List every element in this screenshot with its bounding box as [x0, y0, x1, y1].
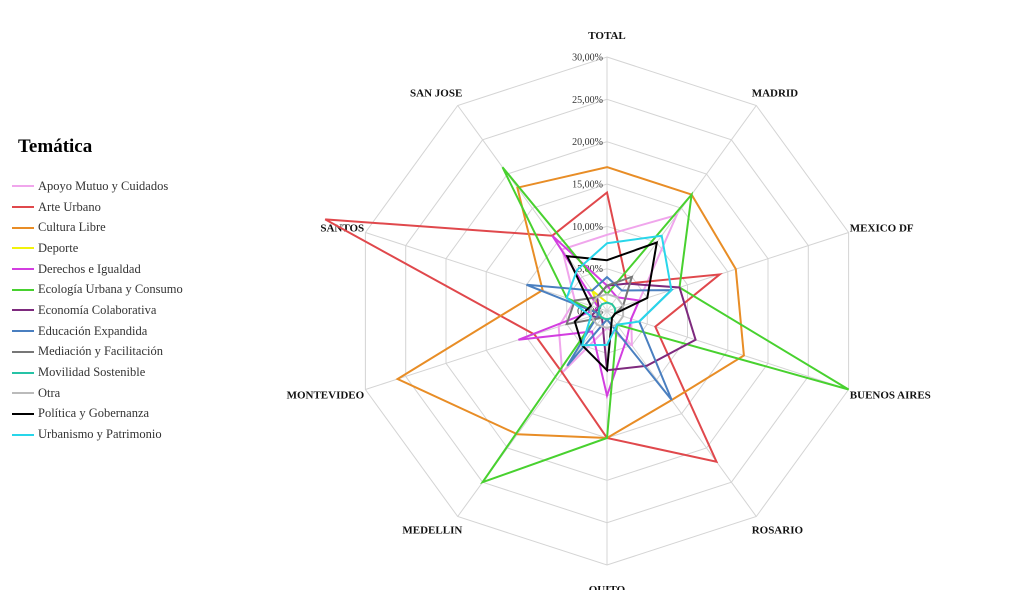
legend-swatch [12, 185, 34, 188]
legend-swatch [12, 247, 34, 250]
grid-spoke [606, 310, 849, 390]
tick-label: 30,00% [572, 53, 603, 64]
series-line [518, 234, 641, 400]
series-line [565, 240, 659, 373]
legend-title: Temática [18, 136, 93, 157]
legend-label: Cultura Libre [38, 220, 106, 235]
legend-label: Política y Gobernanza [38, 406, 150, 421]
legend-item: Economía Colaborativa [12, 300, 252, 321]
legend-label: Educación Expandida [38, 323, 148, 338]
legend-label: Otra [38, 385, 61, 400]
legend-item: Política y Gobernanza [12, 404, 252, 425]
legend-swatch [12, 268, 34, 271]
axis-label: ROSARIO [752, 524, 804, 536]
legend-item: Movilidad Sostenible [12, 362, 252, 383]
series-line [589, 293, 625, 329]
axis-label: SAN JOSE [410, 88, 462, 100]
axis-label: TOTAL [588, 30, 626, 42]
legend-item: Apoyo Mutuo y Cuidados [12, 176, 252, 197]
axis-label: MEDELLIN [402, 524, 462, 536]
legend-item: Urbanismo y Patrimonio [12, 424, 252, 445]
legend-swatch [12, 392, 34, 395]
series-line [480, 166, 850, 485]
legend-swatch [12, 371, 34, 374]
legend-label: Movilidad Sostenible [38, 365, 146, 380]
legend-item: Cultura Libre [12, 217, 252, 238]
legend-item: Derechos e Igualdad [12, 259, 252, 280]
axis-label: QUITO [589, 584, 626, 590]
legend-label: Ecología Urbana y Consumo [38, 282, 183, 297]
legend-label: Urbanismo y Patrimonio [38, 427, 162, 442]
legend-swatch [12, 412, 34, 415]
axis-label: BUENOS AIRES [850, 389, 931, 401]
tick-label: 15,00% [572, 180, 603, 191]
legend: Temática Apoyo Mutuo y Cuidados Arte Urba… [12, 136, 252, 445]
legend-label: Arte Urbano [38, 199, 101, 214]
legend-item: Otra [12, 383, 252, 404]
axis-label: MEXICO DF [850, 223, 914, 235]
tick-label: 10,00% [572, 222, 603, 233]
legend-label: Deporte [38, 240, 79, 255]
series-line [565, 234, 673, 347]
tick-label: 20,00% [572, 137, 603, 148]
legend-swatch [12, 350, 34, 353]
series-line [597, 301, 617, 321]
legend-label: Derechos e Igualdad [38, 261, 141, 276]
grid-spoke [457, 310, 608, 517]
axis-label: MADRID [752, 88, 798, 100]
legend-swatch [12, 309, 34, 312]
legend-item: Mediación y Facilitación [12, 342, 252, 363]
legend-label: Apoyo Mutuo y Cuidados [38, 178, 169, 193]
legend-item: Deporte [12, 238, 252, 259]
legend-swatch [12, 330, 34, 333]
grid-spoke [457, 105, 608, 312]
legend-swatch [12, 288, 34, 291]
legend-item: Ecología Urbana y Consumo [12, 279, 252, 300]
legend-item: Educación Expandida [12, 321, 252, 342]
legend-item: Arte Urbano [12, 197, 252, 218]
legend-swatch [12, 433, 34, 436]
grid-spoke [606, 105, 757, 312]
legend-swatch [12, 226, 34, 229]
legend-swatch [12, 206, 34, 209]
tick-label: 25,00% [572, 95, 603, 106]
series-lines [324, 166, 850, 485]
series-line [324, 190, 723, 464]
legend-label: Economía Colaborativa [38, 302, 157, 317]
legend-items: Apoyo Mutuo y Cuidados Arte Urbano Cultura… [12, 176, 252, 445]
axis-label: MONTEVIDEO [287, 389, 365, 401]
radar-grid [364, 56, 850, 566]
legend-label: Mediación y Facilitación [38, 344, 163, 359]
